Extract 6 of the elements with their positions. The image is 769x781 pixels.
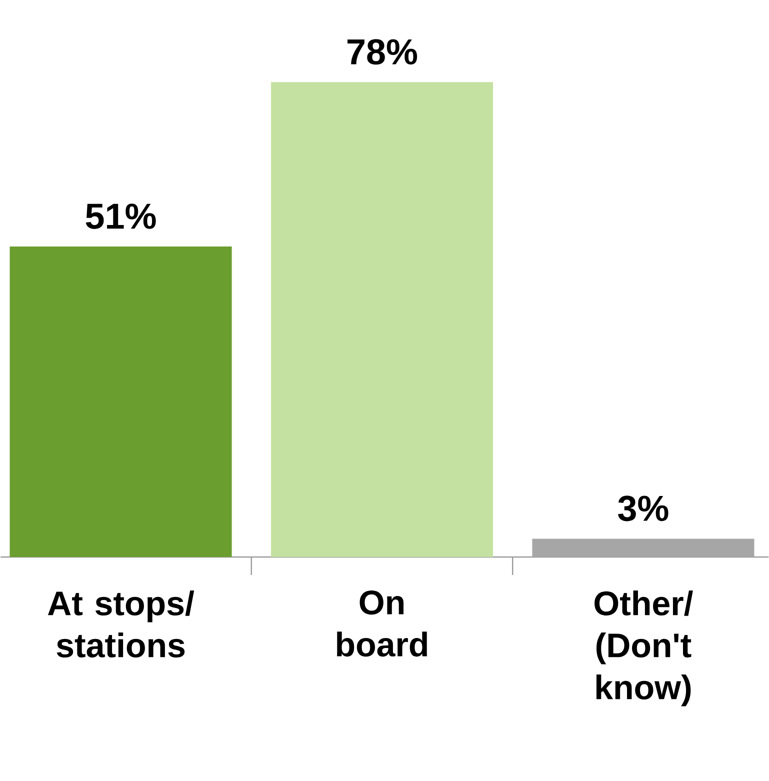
data-label: 3% — [618, 496, 668, 522]
x-tick-label: On board — [336, 590, 427, 657]
x-tick-label: At stops/ stations — [48, 590, 194, 658]
data-label: 78% — [347, 39, 417, 65]
x-tick-label: Other/ (Don't know) — [594, 590, 693, 706]
data-label: 51% — [86, 204, 156, 229]
